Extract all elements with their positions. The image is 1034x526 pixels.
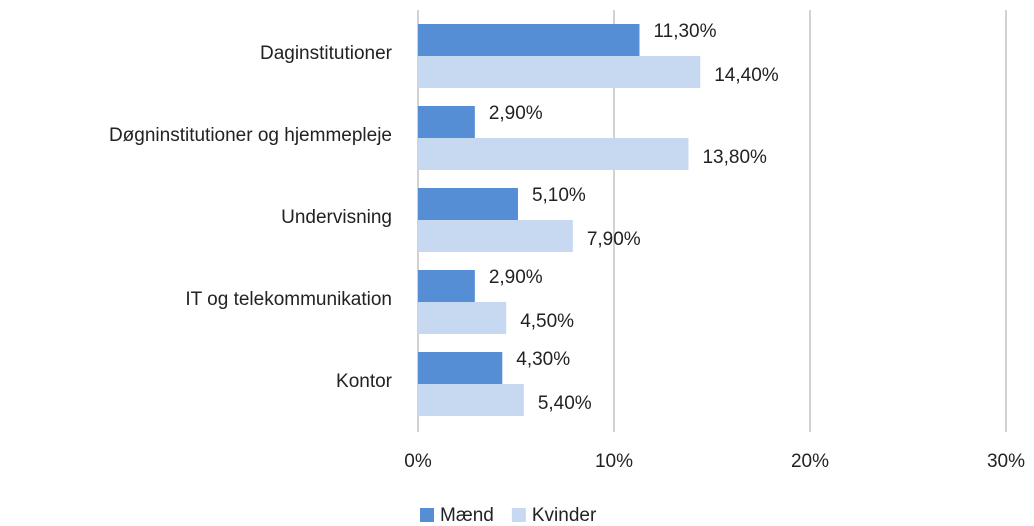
data-label: 4,50%: [520, 311, 574, 332]
legend-label: Kvinder: [532, 505, 597, 526]
bar: [418, 302, 507, 334]
bar: [418, 106, 475, 138]
bar: [418, 270, 475, 302]
data-label: 4,30%: [516, 349, 570, 370]
x-tick-label: 10%: [595, 451, 633, 472]
data-label: 5,40%: [538, 393, 592, 414]
x-tick-label: 20%: [791, 451, 829, 472]
y-tick-label: Undervisning: [281, 207, 392, 228]
data-label: 11,30%: [653, 21, 716, 42]
legend-swatch: [420, 508, 434, 522]
bar: [418, 138, 689, 170]
data-label: 7,90%: [587, 229, 641, 250]
data-label: 2,90%: [489, 267, 543, 288]
y-tick-label: Kontor: [336, 371, 393, 392]
y-tick-label: Døgninstitutioner og hjemmepleje: [109, 125, 392, 146]
data-label: 2,90%: [489, 103, 543, 124]
x-tick-label: 0%: [404, 451, 432, 472]
bar: [418, 56, 701, 88]
y-tick-label: Daginstitutioner: [260, 43, 393, 64]
bar: [418, 352, 503, 384]
bar: [418, 384, 524, 416]
y-tick-label: IT og telekommunikation: [185, 289, 392, 310]
data-label: 13,80%: [702, 147, 767, 168]
x-tick-label: 30%: [987, 451, 1025, 472]
data-label: 5,10%: [532, 185, 586, 206]
legend-label: Mænd: [440, 505, 494, 526]
legend-swatch: [511, 508, 526, 522]
data-label: 14,40%: [714, 65, 779, 86]
bar: [418, 24, 640, 56]
bar: [418, 188, 518, 220]
bar: [418, 220, 573, 252]
